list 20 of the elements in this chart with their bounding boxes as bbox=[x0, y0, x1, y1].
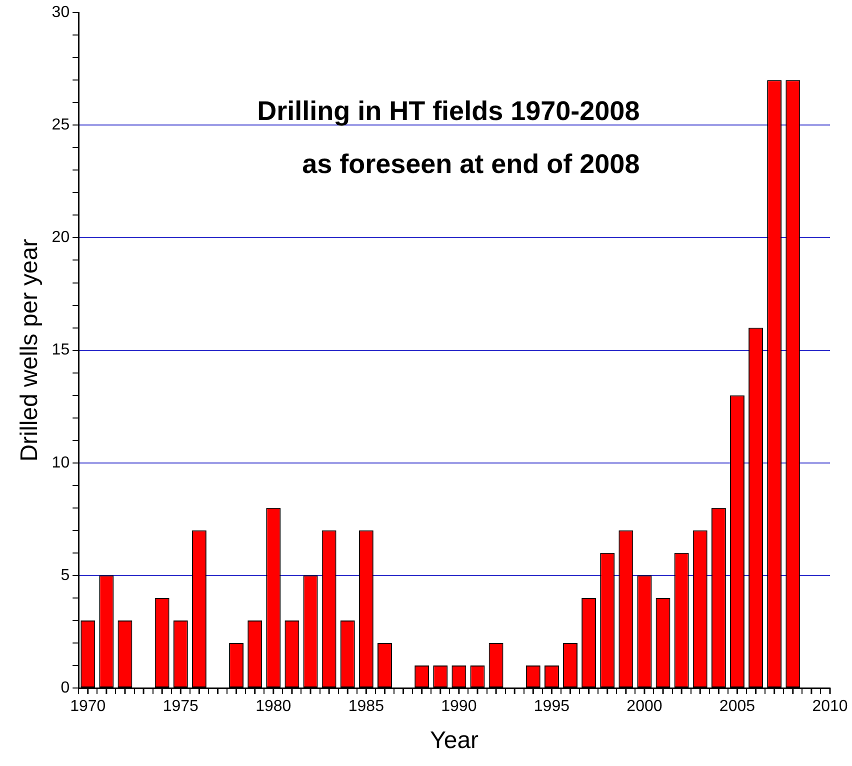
text: Drilling in HT fields 1970-2008 bbox=[257, 96, 640, 126]
x-tick-label: 1970 bbox=[70, 698, 106, 716]
x-tick-label: 1980 bbox=[256, 698, 292, 716]
y-tick-label: 5 bbox=[60, 566, 70, 584]
y-axis-title: Drilled wells per year bbox=[16, 238, 44, 462]
y-tick-label: 20 bbox=[52, 229, 70, 246]
y-tick-label: 30 bbox=[52, 4, 70, 22]
x-axis-title: Year bbox=[430, 727, 479, 754]
y-tick-label: 10 bbox=[52, 454, 70, 472]
x-tick-label: 2010 bbox=[812, 698, 848, 716]
text: as foreseen at end of 2008 bbox=[302, 149, 640, 180]
x-tick-label: 1975 bbox=[162, 698, 199, 716]
y-tick-label: 15 bbox=[52, 342, 70, 359]
x-tick-label: 1990 bbox=[441, 698, 477, 716]
x-tick-label: 1995 bbox=[534, 698, 570, 716]
x-tick-label: 2005 bbox=[719, 698, 756, 716]
y-tick-label: 0 bbox=[60, 679, 70, 696]
y-tick-label: 25 bbox=[52, 116, 70, 134]
x-tick-label: 1985 bbox=[348, 698, 384, 716]
x-tick-label: 2000 bbox=[626, 698, 662, 716]
